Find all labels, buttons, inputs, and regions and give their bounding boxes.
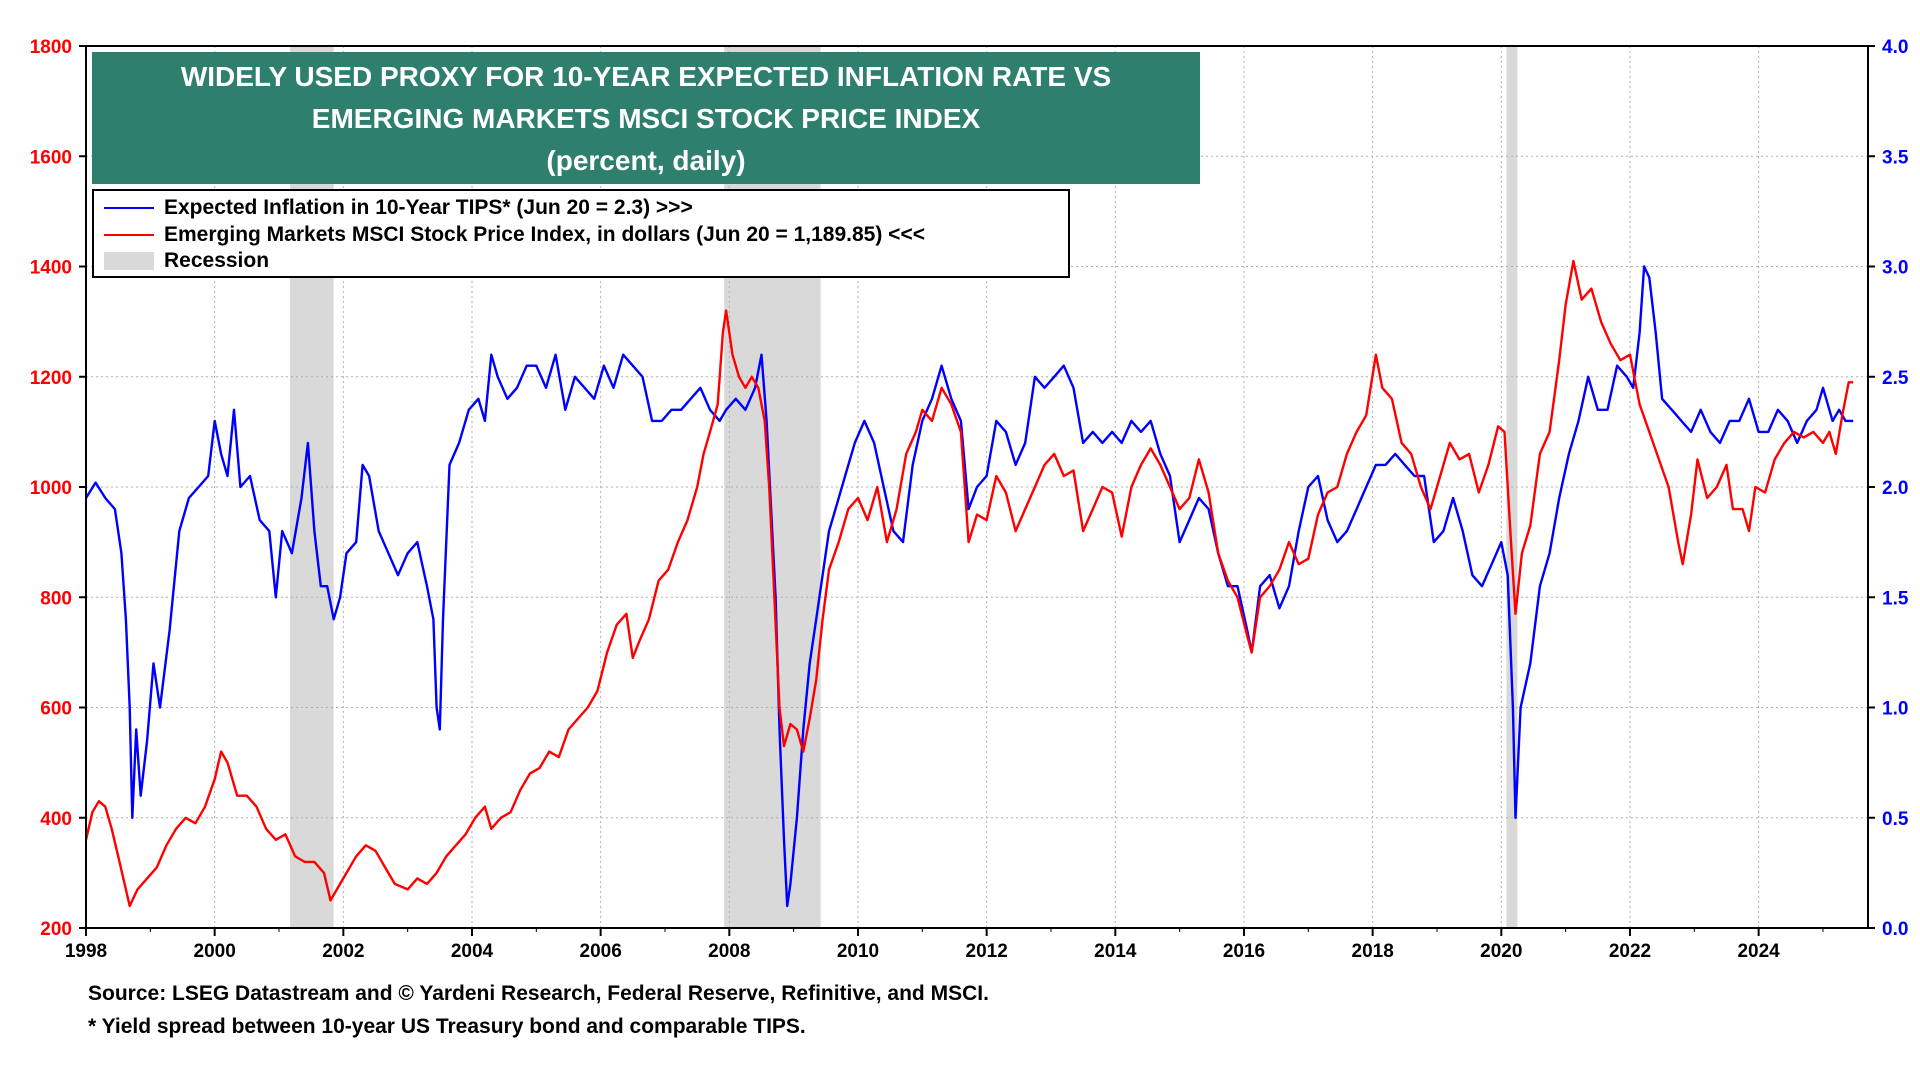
x-tick-label-2016: 2016 [1223, 941, 1265, 962]
x-tick-label-2010: 2010 [837, 941, 879, 962]
y-right-tick-label-0.0: 0.0 [1882, 919, 1908, 940]
x-tick-label-2012: 2012 [966, 941, 1008, 962]
legend-label-expected-inflation: Expected Inflation in 10-Year TIPS* (Jun… [164, 196, 693, 219]
y-left-tick-label-800: 800 [40, 588, 72, 609]
y-right-tick-label-1.0: 1.0 [1882, 699, 1908, 720]
x-tick-label-2022: 2022 [1609, 941, 1651, 962]
y-right-tick-label-2.5: 2.5 [1882, 368, 1909, 389]
y-left-tick-label-1200: 1200 [30, 368, 72, 389]
title-line-2: EMERGING MARKETS MSCI STOCK PRICE INDEX [311, 103, 981, 134]
y-left-tick-label-1600: 1600 [30, 147, 72, 168]
x-tick-label-2014: 2014 [1094, 941, 1137, 962]
legend-item-msci-em: Emerging Markets MSCI Stock Price Index,… [104, 222, 925, 248]
y-right-tick-label-3.5: 3.5 [1882, 147, 1909, 168]
legend-swatch-red [104, 234, 154, 236]
y-right-tick-label-4.0: 4.0 [1882, 37, 1908, 58]
y-left-tick-label-200: 200 [40, 919, 72, 940]
x-tick-label-2008: 2008 [708, 941, 750, 962]
y-left-tick-label-1800: 1800 [30, 37, 72, 58]
y-right-tick-label-2.0: 2.0 [1882, 478, 1908, 499]
series-line-msci-em [84, 259, 1854, 908]
x-tick-label-1998: 1998 [65, 941, 107, 962]
x-tick-label-2020: 2020 [1480, 941, 1522, 962]
chart-title: WIDELY USED PROXY FOR 10-YEAR EXPECTED I… [92, 52, 1200, 184]
source-note: Source: LSEG Datastream and © Yardeni Re… [88, 982, 989, 1005]
y-right-tick-label-3.0: 3.0 [1882, 258, 1908, 279]
chart-legend: Expected Inflation in 10-Year TIPS* (Jun… [92, 189, 1070, 278]
legend-label-msci-em: Emerging Markets MSCI Stock Price Index,… [164, 223, 925, 246]
y-left-tick-label-1000: 1000 [30, 478, 72, 499]
y-left-tick-label-400: 400 [40, 809, 72, 830]
y-left-tick-label-600: 600 [40, 699, 72, 720]
x-tick-label-2000: 2000 [194, 941, 236, 962]
y-left-tick-label-1400: 1400 [30, 258, 72, 279]
x-tick-label-2004: 2004 [451, 941, 494, 962]
footnote-tips: * Yield spread between 10-year US Treasu… [88, 1015, 806, 1038]
legend-swatch-recession [104, 252, 154, 270]
x-tick-label-2006: 2006 [580, 941, 622, 962]
legend-label-recession: Recession [164, 249, 270, 272]
title-line-1: WIDELY USED PROXY FOR 10-YEAR EXPECTED I… [180, 61, 1112, 92]
x-tick-label-2024: 2024 [1737, 941, 1780, 962]
legend-item-recession: Recession [104, 248, 269, 274]
title-line-3: (percent, daily) [546, 145, 746, 176]
y-right-tick-label-1.5: 1.5 [1882, 588, 1909, 609]
y-right-tick-label-0.5: 0.5 [1882, 809, 1909, 830]
x-tick-label-2018: 2018 [1352, 941, 1394, 962]
legend-item-expected-inflation: Expected Inflation in 10-Year TIPS* (Jun… [104, 195, 693, 221]
series-line-expected-inflation [84, 265, 1854, 908]
legend-swatch-blue [104, 207, 154, 209]
x-tick-label-2002: 2002 [322, 941, 364, 962]
